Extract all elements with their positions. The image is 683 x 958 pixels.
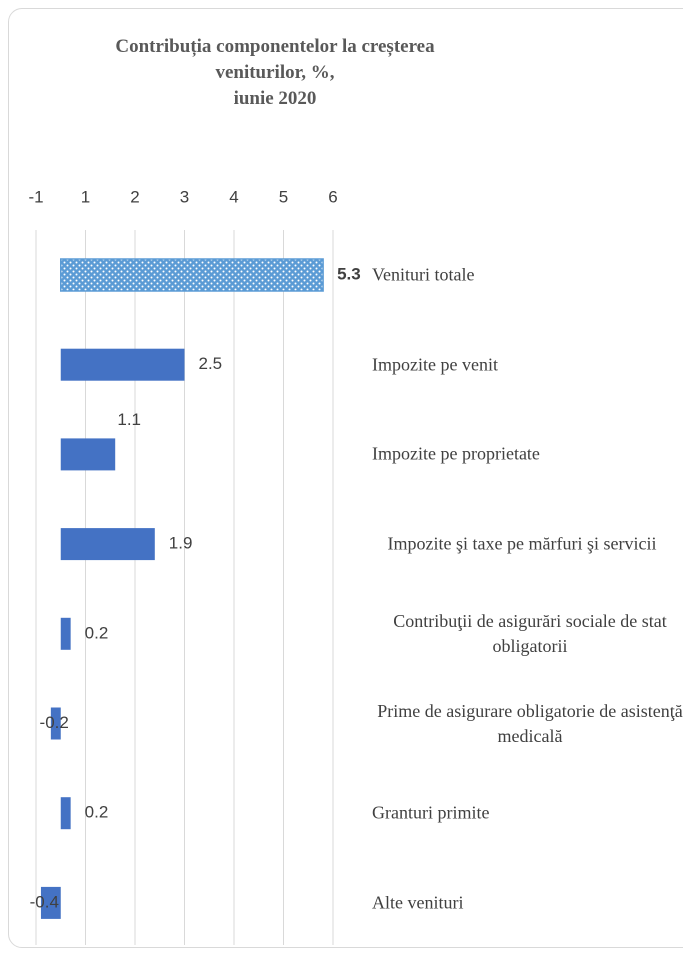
value-label: 0.2 <box>85 623 109 642</box>
bar <box>40 886 61 919</box>
bar <box>60 617 71 650</box>
value-label: -0.4 <box>30 892 59 911</box>
category-label: Granturi primite <box>372 802 490 823</box>
x-tick-label: 1 <box>81 187 90 206</box>
value-label: -0.2 <box>40 713 69 732</box>
x-tick-label: 5 <box>279 187 288 206</box>
category-label: Impozite şi taxe pe mărfuri şi servicii <box>387 533 657 554</box>
bar <box>50 707 61 740</box>
category-label: Prime de asigurare obligatorie de asiste… <box>377 700 683 746</box>
category-label: Impozite pe proprietate <box>372 443 540 464</box>
chart-title: Contribuția componentelor la creșterea v… <box>115 36 435 109</box>
category-label: Contribuţii de asigurări sociale de stat… <box>393 610 667 656</box>
bar <box>60 258 324 292</box>
x-tick-label: 6 <box>328 187 337 206</box>
category-label: Venituri totale <box>372 264 475 285</box>
category-label: Impozite pe venit <box>372 354 498 375</box>
value-label: 1.9 <box>169 534 193 553</box>
x-tick-label: 2 <box>130 187 139 206</box>
value-label: 2.5 <box>199 354 223 373</box>
bar <box>60 797 71 830</box>
x-tick-label: -1 <box>28 187 43 206</box>
x-tick-label: 3 <box>180 187 189 206</box>
value-label: 1.1 <box>117 410 141 429</box>
bar <box>60 438 116 471</box>
chart-frame <box>8 8 683 948</box>
value-label: 5.3 <box>337 264 361 283</box>
category-label: Alte venituri <box>372 892 464 913</box>
bar <box>60 528 155 561</box>
bar <box>60 348 185 381</box>
value-label: 0.2 <box>85 803 109 822</box>
x-tick-label: 4 <box>229 187 238 206</box>
